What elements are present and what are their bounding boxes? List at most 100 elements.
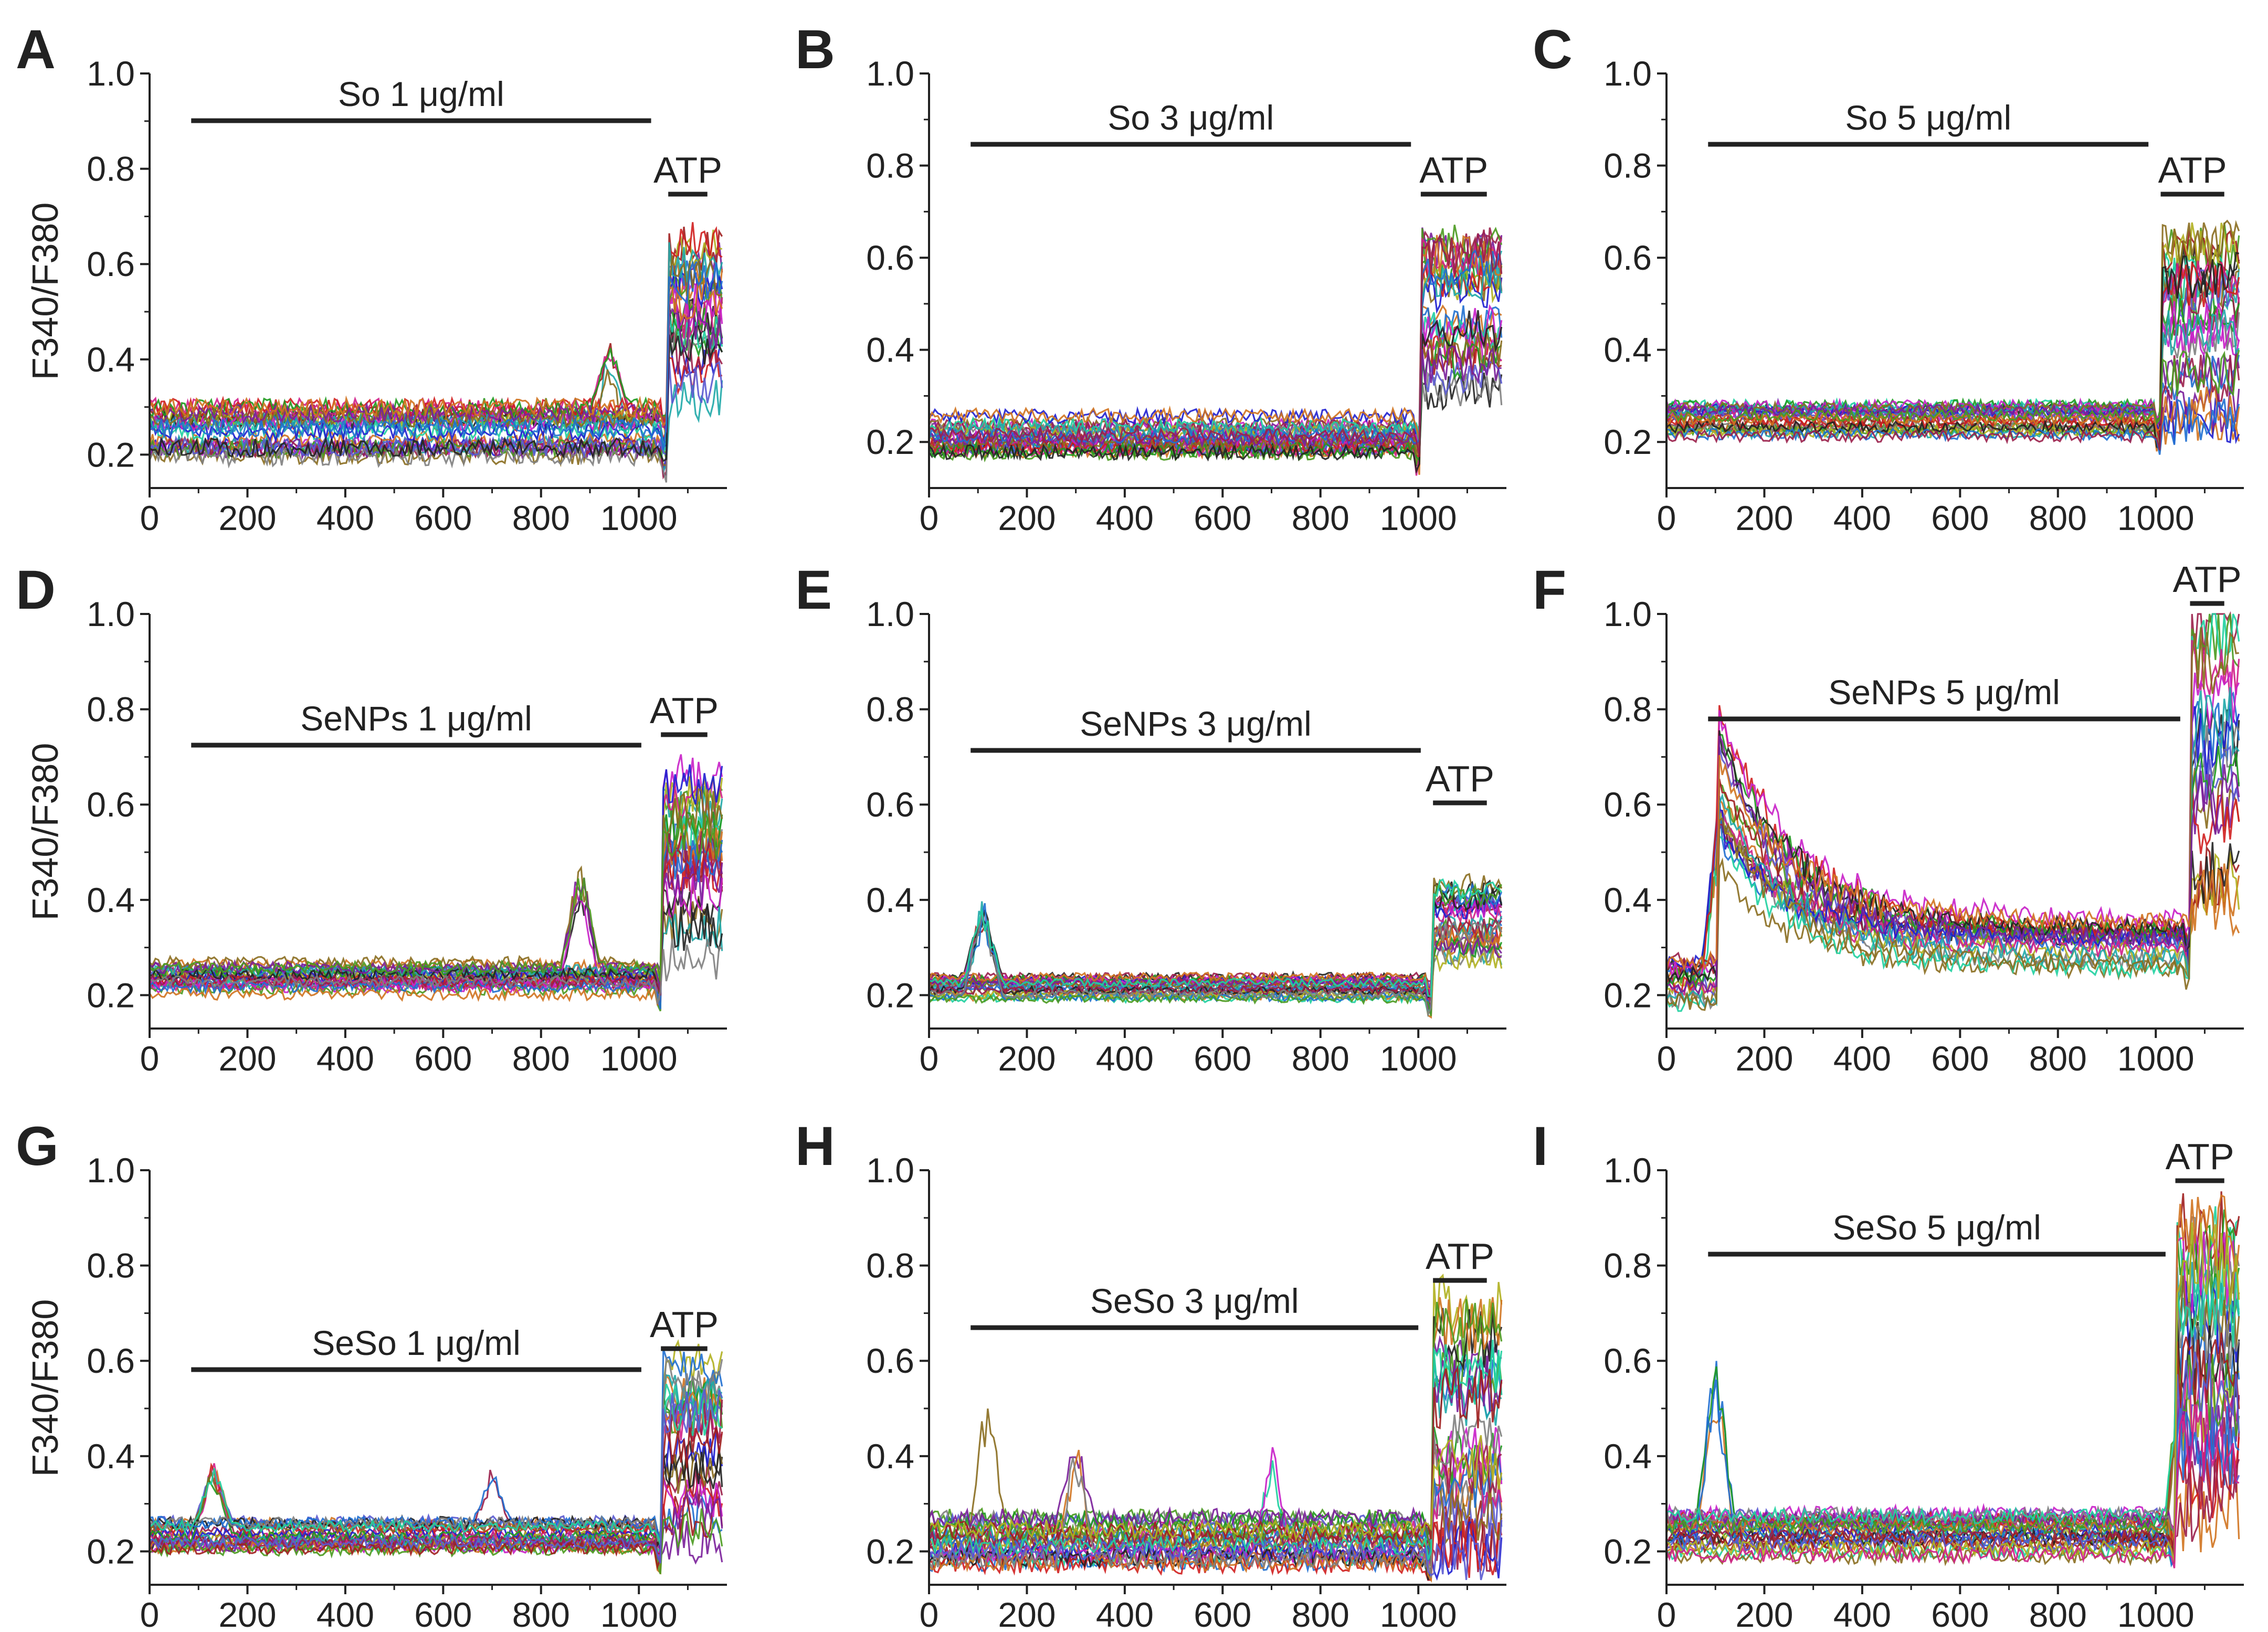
panel-letter: A [16,19,56,80]
y-tick-label: 0.2 [87,1532,135,1571]
x-tick-label: 0 [140,499,160,537]
trace-line [1665,1229,2240,1530]
x-tick-label: 800 [512,1039,570,1078]
x-tick-label: 0 [1657,499,1676,537]
trace-line [928,235,1502,441]
y-tick-label: 1.0 [866,54,914,93]
x-tick-label: 200 [998,1039,1056,1078]
trace-line [1665,1292,2240,1535]
x-tick-label: 800 [2029,1039,2087,1078]
panel-letter: F [1533,559,1566,621]
trace-line [149,838,723,976]
y-tick-label: 0.6 [866,785,914,824]
traces [928,1273,1503,1583]
trace-line [929,914,1503,1018]
x-tick-label: 400 [1096,499,1154,537]
y-tick-label: 0.8 [87,690,135,729]
x-tick-label: 1000 [1380,499,1457,537]
x-tick-label: 0 [920,1039,939,1078]
treatment-label: SeNPs 5 μg/ml [1828,673,2060,712]
y-tick-label: 0.4 [87,1437,135,1476]
treatment-label: So 5 μg/ml [1845,98,2011,137]
x-tick-label: 600 [414,1039,472,1078]
y-axis-title: F340/F380 [25,743,66,921]
y-tick-label: 1.0 [87,595,135,633]
trace-line [149,824,723,981]
x-tick-label: 1000 [2117,1595,2195,1632]
trace-line [929,879,1502,989]
x-tick-label: 800 [1292,1039,1349,1078]
x-tick-label: 600 [1931,1595,1989,1632]
trace-line [149,810,723,981]
y-tick-label: 0.4 [87,340,135,379]
trace-line [149,325,723,462]
trace-line [149,314,723,455]
x-tick-label: 600 [1931,1039,1989,1078]
x-tick-label: 1000 [600,1039,678,1078]
trace-line [1665,219,2240,424]
trace-line [928,882,1503,1016]
y-tick-label: 0.2 [866,976,914,1014]
traces [928,225,1503,476]
trace-line [149,1392,723,1537]
trace-line [929,273,1503,443]
panel-letter: E [795,559,832,621]
trace-line [929,1339,1503,1560]
panel-I: I 0.2 0.4 0.6 0.8 1.0 0 200 400 600 800 1000 SeSo 5 … [1533,1116,2244,1632]
x-tick-label: 1000 [2117,1039,2195,1078]
x-tick-label: 400 [1833,499,1891,537]
panel-C: C 0.2 0.4 0.6 0.8 1.0 0 200 400 600 800 1000 So 5 μg… [1533,19,2244,537]
x-tick-label: 600 [414,499,472,537]
y-tick-label: 0.2 [1604,976,1652,1014]
y-axis-title: F340/F380 [25,203,66,380]
trace-line [929,233,1503,457]
trace-line [1665,755,2240,972]
x-tick-label: 0 [920,1595,939,1632]
x-tick-label: 0 [1657,1039,1676,1078]
trace-line [1666,1278,2240,1548]
trace-line [1665,386,2240,432]
trace-line [149,260,723,450]
trace-line [928,1520,1503,1581]
panel-letter: G [16,1116,59,1177]
traces [149,222,723,483]
trace-line [1665,251,2240,449]
trace-line [1665,687,2240,1009]
x-tick-label: 200 [218,499,276,537]
trace-line [928,249,1503,445]
x-tick-label: 400 [317,499,374,537]
trace-line [929,878,1502,998]
traces [149,754,723,1012]
trace-line [1665,627,2239,1011]
trace-line [928,1355,1503,1543]
trace-line [1665,1353,2240,1532]
y-tick-label: 0.2 [87,976,135,1014]
x-tick-label: 200 [218,1039,276,1078]
trace-line [928,1413,1503,1578]
atp-label: ATP [1426,758,1494,799]
y-tick-label: 0.8 [87,1246,135,1285]
trace-line [149,939,723,1004]
x-tick-label: 400 [317,1595,374,1632]
trace-line [149,278,723,428]
x-tick-label: 400 [1833,1039,1891,1078]
trace-line [1665,1316,2240,1544]
x-tick-label: 800 [1292,499,1349,537]
y-tick-label: 0.4 [866,1437,914,1476]
trace-line [149,1389,723,1564]
x-tick-label: 400 [317,1039,374,1078]
x-tick-label: 800 [1292,1595,1349,1632]
y-tick-label: 1.0 [1604,595,1652,633]
atp-label: ATP [650,1304,719,1345]
panel-A: A 0.2 0.4 0.6 0.8 1.0 0 200 400 600 800 1000 So 1 μg… [16,19,727,537]
x-tick-label: 800 [512,1595,570,1632]
panel-F: F 0.2 0.4 0.6 0.8 1.0 0 200 400 600 800 1000 SeNPs 5… [1533,559,2244,1078]
trace-line [149,1373,723,1539]
x-tick-label: 1000 [2117,499,2195,537]
trace-line [928,1435,1503,1542]
x-tick-label: 400 [1096,1595,1154,1632]
trace-line [1665,1404,2240,1569]
traces [1665,1191,2240,1569]
treatment-label: So 1 μg/ml [338,75,504,113]
